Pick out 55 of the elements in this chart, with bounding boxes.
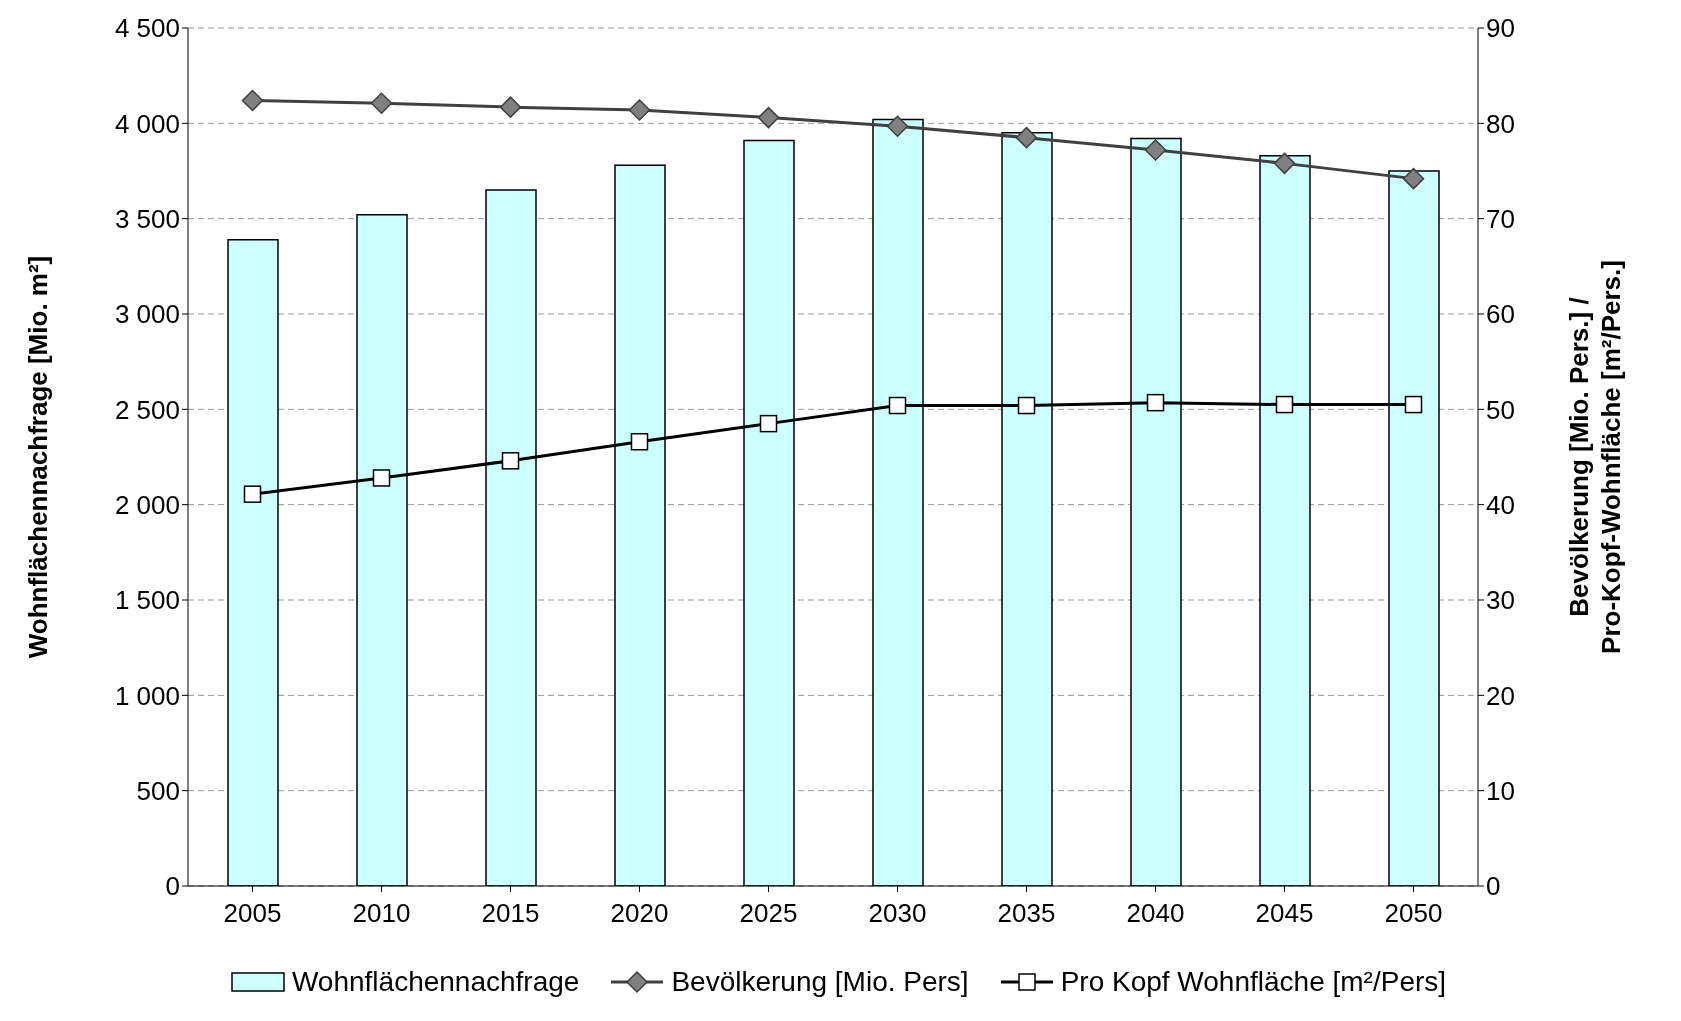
- y2-tick-label: 70: [1486, 203, 1515, 234]
- x-tick-label: 2025: [739, 898, 798, 929]
- point: [630, 433, 649, 451]
- legend-label: Bevölkerung [Mio. Pers]: [671, 966, 969, 998]
- y-tick-label: 3 500: [114, 203, 180, 234]
- point: [1404, 395, 1423, 414]
- point: [1275, 395, 1294, 414]
- y-tick-label: 1 000: [114, 680, 180, 711]
- y2-tick-label: 40: [1486, 489, 1515, 520]
- y-tick-label: 3 000: [114, 299, 180, 330]
- y2-tick-label: 0: [1486, 871, 1501, 902]
- y2-tick-label: 50: [1486, 394, 1515, 425]
- legend-label: Pro Kopf Wohnfläche [m²/Pers]: [1060, 966, 1447, 998]
- y2-axis-title: Bevölkerung [Mio. Pers.] / Pro-Kopf-Wohnfläche [m²/Pers.]: [1564, 260, 1626, 654]
- point: [1273, 152, 1296, 175]
- point: [888, 396, 907, 415]
- point: [499, 96, 522, 118]
- point: [241, 89, 264, 112]
- y2-tick-label: 30: [1486, 585, 1515, 616]
- y2-tick-label: 90: [1486, 13, 1515, 44]
- y-tick-label: 4 000: [114, 108, 180, 139]
- y2-tick-label: 20: [1486, 680, 1515, 711]
- y2-tick-label: 60: [1486, 299, 1515, 330]
- point: [1402, 167, 1425, 190]
- x-tick-label: 2010: [352, 898, 411, 929]
- x-tick-label: 2020: [610, 898, 669, 929]
- point: [372, 469, 391, 487]
- point: [1015, 126, 1038, 149]
- x-tick-label: 2050: [1384, 898, 1443, 929]
- point: [886, 115, 909, 137]
- x-tick-label: 2045: [1255, 898, 1314, 929]
- point: [243, 485, 262, 503]
- y-axis-title: Wohnflächennachfrage [Mio. m²]: [23, 255, 54, 659]
- legend-label: Wohnflächennachfrage: [291, 966, 580, 998]
- x-tick-label: 2030: [868, 898, 927, 929]
- point: [1144, 139, 1167, 161]
- x-tick-label: 2015: [481, 898, 540, 929]
- y-tick-label: 2 500: [114, 394, 180, 425]
- point: [1146, 393, 1165, 412]
- point: [757, 106, 780, 129]
- y-tick-label: 0: [165, 871, 180, 902]
- point: [759, 414, 778, 433]
- x-tick-label: 2005: [223, 898, 282, 929]
- x-tick-label: 2035: [997, 898, 1056, 929]
- y-tick-label: 1 500: [114, 585, 180, 616]
- y-tick-label: 4 500: [114, 13, 180, 44]
- point: [1017, 396, 1036, 415]
- y2-tick-label: 10: [1486, 775, 1515, 806]
- y2-tick-label: 80: [1486, 108, 1515, 139]
- x-tick-label: 2040: [1126, 898, 1185, 929]
- point: [370, 92, 393, 115]
- y-tick-label: 500: [136, 775, 180, 806]
- y-tick-label: 2 000: [114, 489, 180, 520]
- point: [501, 452, 520, 470]
- point: [628, 99, 651, 121]
